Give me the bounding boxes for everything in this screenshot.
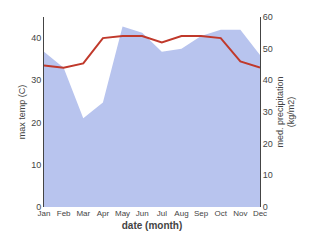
svg-text:Jun: Jun: [136, 209, 149, 218]
svg-text:0: 0: [263, 202, 268, 212]
svg-text:Feb: Feb: [57, 209, 71, 218]
svg-text:30: 30: [263, 107, 273, 117]
svg-text:20: 20: [31, 118, 41, 128]
svg-text:Jan: Jan: [38, 209, 51, 218]
svg-text:date (month): date (month): [122, 220, 183, 231]
svg-text:May: May: [115, 209, 130, 218]
svg-text:20: 20: [263, 139, 273, 149]
svg-text:30: 30: [31, 75, 41, 85]
svg-text:max temp (C): max temp (C): [17, 85, 27, 140]
svg-text:50: 50: [263, 44, 273, 54]
svg-text:Aug: Aug: [174, 209, 188, 218]
svg-text:Jul: Jul: [157, 209, 167, 218]
svg-text:10: 10: [31, 160, 41, 170]
svg-text:Sep: Sep: [194, 209, 209, 218]
svg-text:40: 40: [263, 75, 273, 85]
svg-text:0: 0: [36, 202, 41, 212]
svg-text:med. precipitation(kg/m2): med. precipitation(kg/m2): [275, 76, 297, 147]
svg-text:40: 40: [31, 33, 41, 43]
svg-text:Nov: Nov: [233, 209, 247, 218]
svg-text:Oct: Oct: [215, 209, 228, 218]
svg-text:Apr: Apr: [97, 209, 110, 218]
svg-text:Dec: Dec: [253, 209, 267, 218]
svg-text:60: 60: [263, 12, 273, 22]
svg-text:10: 10: [263, 170, 273, 180]
svg-text:Mar: Mar: [76, 209, 90, 218]
